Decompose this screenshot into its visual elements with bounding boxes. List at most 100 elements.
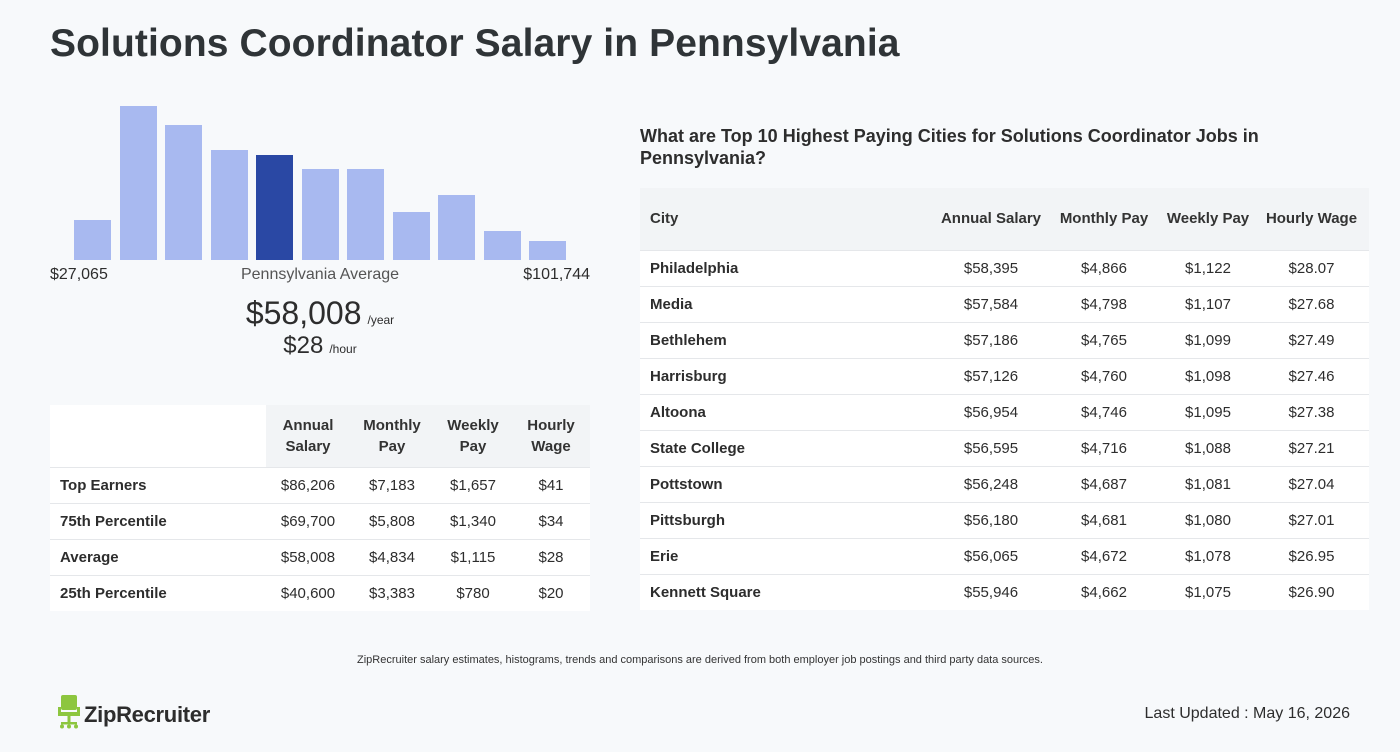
city-row-label: Philadelphia: [650, 259, 739, 277]
city-row-value: $27.38: [1288, 403, 1335, 421]
city-row: Kennett Square $55,946 $4,662 $1,075 $26.90: [640, 574, 1369, 610]
city-row-value: $26.90: [1288, 583, 1335, 601]
histogram-bar: [347, 169, 384, 260]
city-row-value: $56,954: [963, 403, 1019, 421]
percentile-row-value: $3,383: [369, 584, 415, 602]
percentile-row: 25th Percentile $40,600 $3,383 $780 $20: [50, 575, 590, 611]
histogram-bar: [529, 241, 566, 260]
average-annual-value: $58,008: [245, 295, 362, 331]
histogram-bar: [165, 125, 202, 260]
cities-header-monthly: Monthly Pay: [1059, 210, 1149, 228]
city-row-label: State College: [650, 439, 746, 457]
city-row-value: $1,078: [1185, 547, 1231, 565]
histogram-bar: [119, 106, 157, 260]
percentile-row-value: $40,600: [280, 584, 336, 602]
city-row-value: $4,746: [1081, 403, 1127, 421]
cities-header-hourly: Hourly Wage: [1265, 210, 1358, 228]
percentile-row: 75th Percentile $69,700 $5,808 $1,340 $34: [50, 503, 590, 539]
percentile-header-annual: Annual Salary: [266, 405, 350, 467]
histogram-bar: [392, 212, 430, 260]
percentile-header-hourly: Hourly Wage: [512, 405, 590, 467]
city-row-value: $1,098: [1185, 367, 1231, 385]
city-row-value: $4,866: [1081, 259, 1127, 277]
percentile-table: Annual Salary Monthly Pay Weekly Pay Hou…: [50, 405, 590, 611]
histogram-bar: [483, 231, 521, 260]
city-row-label: Bethlehem: [650, 331, 727, 349]
percentile-row-value: $34: [538, 512, 564, 530]
cities-header-city: City: [650, 210, 679, 228]
city-row: Media $57,584 $4,798 $1,107 $27.68: [640, 286, 1369, 322]
city-row: Erie $56,065 $4,672 $1,078 $26.95: [640, 538, 1369, 574]
histogram-bar-average: [256, 155, 293, 260]
cities-table-header: City Annual Salary Monthly Pay Weekly Pa…: [640, 188, 1369, 250]
city-row-value: $27.01: [1288, 511, 1335, 529]
city-row-value: $56,248: [963, 475, 1019, 493]
city-row-value: $56,065: [963, 547, 1019, 565]
city-row: Altoona $56,954 $4,746 $1,095 $27.38: [640, 394, 1369, 430]
disclaimer-text: ZipRecruiter salary estimates, histogram…: [357, 654, 1043, 666]
percentile-row-value: $780: [456, 584, 490, 602]
city-row-label: Altoona: [650, 403, 706, 421]
city-row-value: $1,075: [1185, 583, 1231, 601]
city-row-label: Media: [650, 295, 693, 313]
percentile-row-value: $1,657: [450, 476, 496, 494]
average-hourly: $28/hour: [50, 332, 590, 360]
percentile-row-label: 25th Percentile: [60, 584, 167, 602]
city-row-value: $1,081: [1185, 475, 1231, 493]
percentile-row-value: $5,808: [369, 512, 415, 530]
average-annual: $58,008/year: [50, 295, 590, 332]
city-row-value: $1,095: [1185, 403, 1231, 421]
logo-wordmark: ZipRecruiter: [84, 701, 210, 727]
ziprecruiter-logo[interactable]: ZipRecruiter: [58, 695, 210, 734]
average-annual-unit: /year: [367, 313, 395, 327]
city-row-value: $58,395: [963, 259, 1019, 277]
percentile-header-weekly: Weekly Pay: [434, 405, 512, 467]
city-row-value: $27.21: [1288, 439, 1335, 457]
city-row: Pottstown $56,248 $4,687 $1,081 $27.04: [640, 466, 1369, 502]
chair-icon: [58, 695, 80, 734]
city-row-label: Erie: [650, 547, 679, 565]
city-row-value: $56,180: [963, 511, 1019, 529]
percentile-row-value: $41: [538, 476, 564, 494]
cities-heading: What are Top 10 Highest Paying Cities fo…: [640, 126, 1259, 168]
last-updated: Last Updated : May 16, 2026: [1144, 705, 1350, 722]
city-row-value: $4,760: [1081, 367, 1127, 385]
percentile-row-value: $58,008: [280, 548, 336, 566]
percentile-row: Average $58,008 $4,834 $1,115 $28: [50, 539, 590, 575]
city-row-value: $4,662: [1081, 583, 1127, 601]
city-row-label: Harrisburg: [650, 367, 727, 385]
percentile-row-value: $86,206: [280, 476, 336, 494]
city-row: State College $56,595 $4,716 $1,088 $27.21: [640, 430, 1369, 466]
percentile-table-header: Annual Salary Monthly Pay Weekly Pay Hou…: [50, 405, 590, 467]
histogram-bar: [301, 169, 339, 260]
average-hourly-unit: /hour: [329, 342, 357, 356]
percentile-row-value: $7,183: [369, 476, 415, 494]
city-row-value: $27.46: [1288, 367, 1335, 385]
city-row-value: $1,122: [1185, 259, 1231, 277]
percentile-row-value: $1,340: [450, 512, 496, 530]
percentile-row-value: $69,700: [280, 512, 336, 530]
city-row-label: Pittsburgh: [650, 511, 725, 529]
city-row-value: $1,099: [1185, 331, 1231, 349]
city-row-value: $55,946: [963, 583, 1019, 601]
city-row-value: $4,681: [1081, 511, 1127, 529]
page-title: Solutions Coordinator Salary in Pennsylv…: [50, 22, 900, 65]
top-cities-table: City Annual Salary Monthly Pay Weekly Pa…: [640, 188, 1369, 610]
city-row: Harrisburg $57,126 $4,760 $1,098 $27.46: [640, 358, 1369, 394]
city-row-value: $57,186: [963, 331, 1019, 349]
percentile-row-value: $28: [538, 548, 564, 566]
city-row-value: $57,584: [963, 295, 1019, 313]
histogram-bar: [438, 195, 475, 260]
city-row: Bethlehem $57,186 $4,765 $1,099 $27.49: [640, 322, 1369, 358]
city-row-value: $4,798: [1081, 295, 1127, 313]
city-row-value: $57,126: [963, 367, 1019, 385]
city-row-value: $27.04: [1288, 475, 1335, 493]
city-row-value: $26.95: [1288, 547, 1335, 565]
city-row-label: Kennett Square: [650, 583, 761, 601]
city-row-value: $4,716: [1081, 439, 1127, 457]
city-row-value: $4,765: [1081, 331, 1127, 349]
percentile-header-monthly: Monthly Pay: [350, 405, 434, 467]
histogram-max-label: $101,744: [523, 266, 590, 283]
city-row-value: $4,672: [1081, 547, 1127, 565]
histogram-average-label: Pennsylvania Average: [240, 266, 400, 283]
